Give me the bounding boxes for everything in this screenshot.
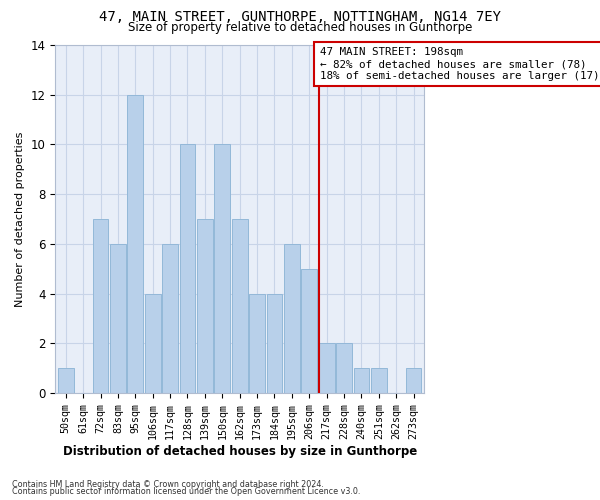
Bar	[92, 219, 109, 393]
Text: Contains HM Land Registry data © Crown copyright and database right 2024.: Contains HM Land Registry data © Crown c…	[12, 480, 324, 489]
Bar	[145, 294, 161, 393]
Bar	[110, 244, 126, 393]
Bar	[232, 219, 248, 393]
Text: 47 MAIN STREET: 198sqm
← 82% of detached houses are smaller (78)
18% of semi-det: 47 MAIN STREET: 198sqm ← 82% of detached…	[320, 48, 600, 80]
Bar	[353, 368, 370, 393]
Text: Contains public sector information licensed under the Open Government Licence v3: Contains public sector information licen…	[12, 487, 361, 496]
X-axis label: Distribution of detached houses by size in Gunthorpe: Distribution of detached houses by size …	[62, 444, 417, 458]
Bar	[301, 269, 317, 393]
Bar	[162, 244, 178, 393]
Bar	[406, 368, 421, 393]
Bar	[266, 294, 283, 393]
Bar	[214, 144, 230, 393]
Text: Size of property relative to detached houses in Gunthorpe: Size of property relative to detached ho…	[128, 21, 472, 34]
Bar	[371, 368, 386, 393]
Bar	[249, 294, 265, 393]
Bar	[197, 219, 213, 393]
Bar	[336, 344, 352, 393]
Bar	[127, 94, 143, 393]
Bar	[284, 244, 300, 393]
Text: 47, MAIN STREET, GUNTHORPE, NOTTINGHAM, NG14 7EY: 47, MAIN STREET, GUNTHORPE, NOTTINGHAM, …	[99, 10, 501, 24]
Bar	[319, 344, 335, 393]
Bar	[58, 368, 74, 393]
Y-axis label: Number of detached properties: Number of detached properties	[15, 132, 25, 307]
Bar	[179, 144, 196, 393]
